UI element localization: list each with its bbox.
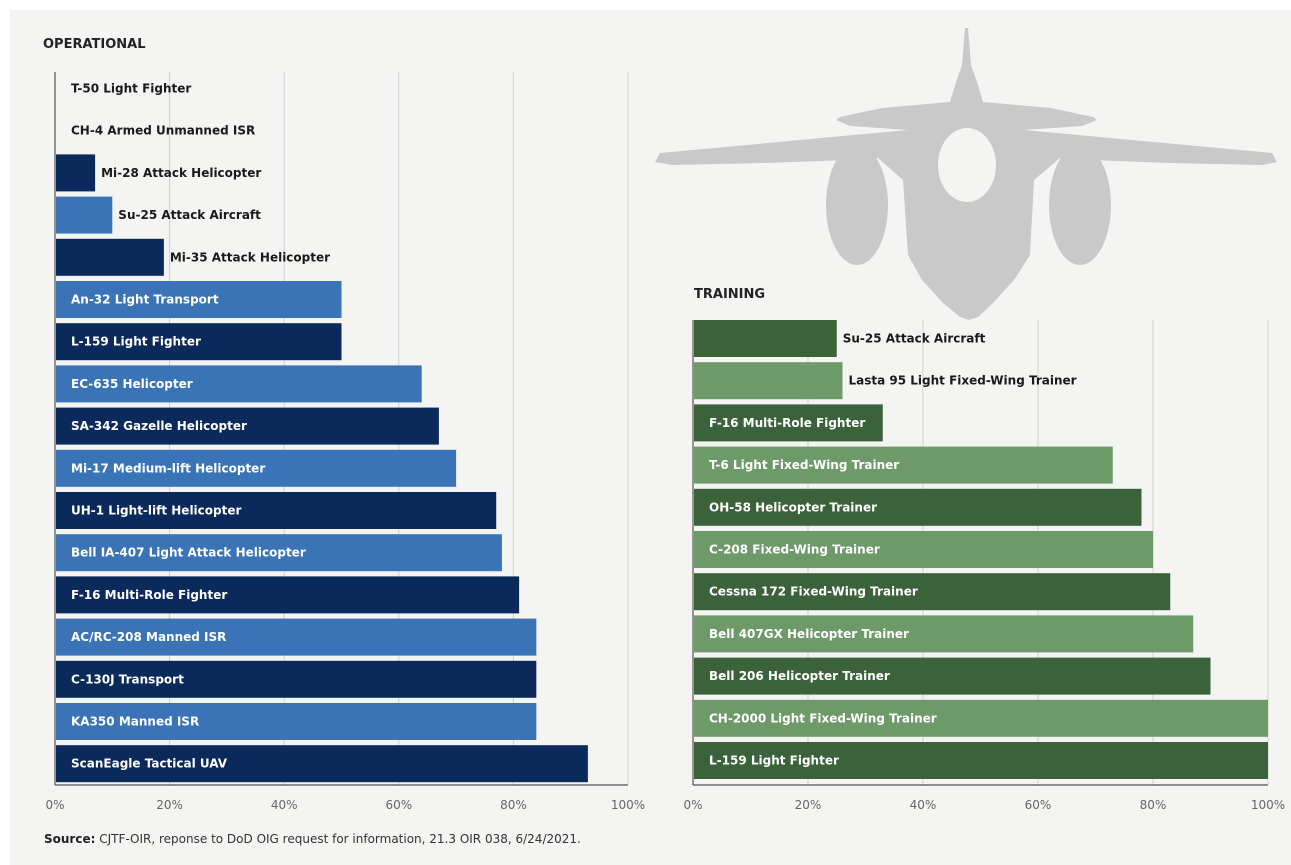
op-bar <box>56 703 537 740</box>
op-x-tick-label: 40% <box>271 798 298 812</box>
op-bar <box>56 365 422 403</box>
tr-bar <box>694 320 837 357</box>
figure: OPERATIONAL T-50 Light Fighter CH-4 Armed… <box>10 10 1291 865</box>
tr-bar-label: Su-25 Attack Aircraft <box>843 332 986 346</box>
op-bar <box>56 618 537 656</box>
op-bar-label: SA-342 Gazelle Helicopter <box>71 419 247 433</box>
op-bar <box>56 745 588 783</box>
tr-bar <box>694 404 883 442</box>
tr-bar-label: Bell 407GX Helicopter Trainer <box>709 627 909 641</box>
tr-bar <box>694 488 1142 526</box>
tr-x-tick-label: 60% <box>1025 798 1052 812</box>
operational-panel-title: OPERATIONAL <box>43 37 146 52</box>
tr-bar <box>694 573 1171 611</box>
op-bar-label: EC-635 Helicopter <box>71 377 193 391</box>
op-bar-label: KA350 Manned ISR <box>71 715 199 729</box>
fighter-jet-silhouette-icon <box>655 28 1277 320</box>
op-bar-label: UH-1 Light-lift Helicopter <box>71 504 241 518</box>
op-bar-label: Mi-28 Attack Helicopter <box>101 166 261 180</box>
op-x-tick-label: 60% <box>385 798 412 812</box>
op-bar <box>56 238 164 276</box>
tr-bar <box>694 531 1153 568</box>
tr-bar <box>694 742 1268 779</box>
training-x-ticks: 0% 20% 40% 60% 80% 100% <box>683 798 1285 812</box>
op-bar <box>56 534 502 572</box>
tr-bar-label: Cessna 172 Fixed-Wing Trainer <box>709 585 918 599</box>
tr-bar-label: F-16 Multi-Role Fighter <box>709 416 865 430</box>
op-bar-label: CH-4 Armed Unmanned ISR <box>71 124 255 138</box>
op-x-tick-label: 20% <box>156 798 183 812</box>
tr-bar-label: Bell 206 Helicopter Trainer <box>709 669 890 683</box>
tr-bar <box>694 699 1268 737</box>
op-x-tick-label: 80% <box>500 798 527 812</box>
source-text: CJTF-OIR, reponse to DoD OIG request for… <box>99 832 581 846</box>
op-bar-label: Mi-35 Attack Helicopter <box>170 250 330 264</box>
op-bar-label: AC/RC-208 Manned ISR <box>71 630 226 644</box>
op-bar-label: ScanEagle Tactical UAV <box>71 757 228 771</box>
tr-bar <box>694 657 1211 695</box>
op-bar <box>56 492 497 529</box>
op-bar-label: L-159 Light Fighter <box>71 335 201 349</box>
op-x-tick-label: 100% <box>611 798 645 812</box>
tr-bar-label: OH-58 Helicopter Trainer <box>709 500 877 514</box>
operational-x-ticks: 0% 20% 40% 60% 80% 100% <box>45 798 645 812</box>
op-bar-label: C-130J Transport <box>71 672 184 686</box>
tr-x-tick-label: 20% <box>795 798 822 812</box>
op-bar <box>56 196 113 234</box>
tr-bar-label: L-159 Light Fighter <box>709 754 839 768</box>
tr-x-tick-label: 100% <box>1251 798 1285 812</box>
operational-bars: T-50 Light Fighter CH-4 Armed Unmanned IS… <box>56 82 588 783</box>
tr-bar <box>694 362 843 400</box>
op-bar <box>56 576 520 614</box>
op-bar <box>56 281 342 318</box>
op-bar-label: Bell IA-407 Light Attack Helicopter <box>71 546 306 560</box>
op-bar <box>56 449 457 487</box>
source-note: Source: CJTF-OIR, reponse to DoD OIG req… <box>44 832 581 846</box>
op-x-tick-label: 0% <box>45 798 64 812</box>
op-bar-label: Mi-17 Medium-lift Helicopter <box>71 461 265 475</box>
op-bar-label: An-32 Light Transport <box>71 293 219 307</box>
op-bar-label: F-16 Multi-Role Fighter <box>71 588 227 602</box>
source-label: Source: <box>44 832 96 846</box>
tr-x-tick-label: 0% <box>683 798 702 812</box>
op-bar <box>56 407 439 445</box>
chart-canvas: OPERATIONAL T-50 Light Fighter CH-4 Armed… <box>43 28 1285 812</box>
op-bar <box>56 154 96 192</box>
op-bar-label: T-50 Light Fighter <box>71 82 191 96</box>
op-bar <box>56 323 342 361</box>
tr-x-tick-label: 40% <box>910 798 937 812</box>
tr-bar-label: Lasta 95 Light Fixed-Wing Trainer <box>849 374 1077 388</box>
tr-bar-label: T-6 Light Fixed-Wing Trainer <box>709 458 899 472</box>
tr-bar <box>694 446 1113 484</box>
training-panel-title: TRAINING <box>694 287 765 302</box>
tr-x-tick-label: 80% <box>1140 798 1167 812</box>
op-bar-label: Su-25 Attack Aircraft <box>118 208 261 222</box>
training-bars: Su-25 Attack Aircraft Lasta 95 Light Fixe… <box>694 320 1268 779</box>
op-bar <box>56 660 537 698</box>
tr-bar-label: C-208 Fixed-Wing Trainer <box>709 543 880 557</box>
tr-bar-label: CH-2000 Light Fixed-Wing Trainer <box>709 711 937 725</box>
tr-bar <box>694 615 1194 653</box>
